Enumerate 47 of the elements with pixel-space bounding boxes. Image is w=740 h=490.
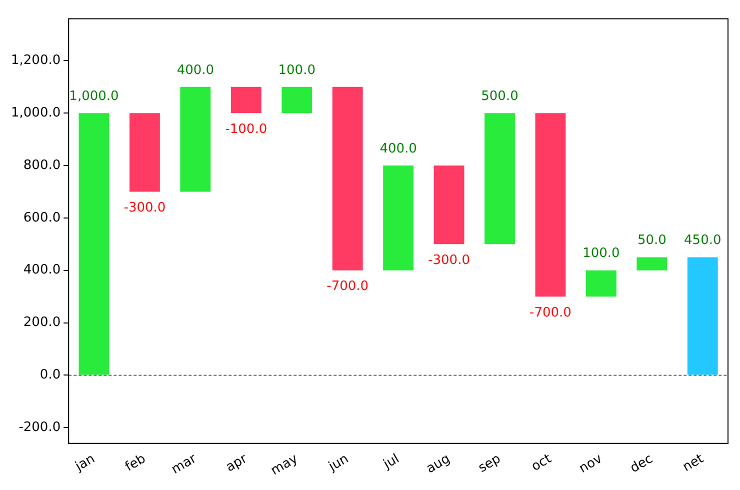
x-tick-label: may	[268, 451, 301, 479]
y-tick-label: 1,200.0	[10, 53, 61, 68]
x-tick-label: aug	[424, 451, 453, 477]
data-label: 50.0	[637, 233, 666, 248]
y-tick-label: 800.0	[23, 158, 61, 173]
data-label: 450.0	[684, 233, 722, 248]
x-tick-label: dec	[628, 451, 656, 476]
x-tick-label: sep	[476, 451, 504, 476]
x-tick-label: net	[680, 451, 706, 476]
data-label: -300.0	[428, 253, 470, 268]
data-label: 500.0	[481, 89, 518, 104]
x-tick-label: oct	[529, 451, 554, 475]
y-tick-label: -200.0	[18, 420, 61, 435]
x-tick-label: jan	[72, 451, 98, 475]
bar	[383, 166, 414, 270]
data-label: 100.0	[278, 62, 316, 78]
bar	[434, 166, 464, 244]
x-tick-label: jul	[380, 451, 402, 473]
bar	[687, 257, 718, 375]
data-label: 400.0	[176, 62, 214, 78]
bar	[535, 113, 566, 297]
bar	[332, 86, 363, 270]
bar	[180, 86, 211, 192]
y-tick-label: 400.0	[23, 262, 61, 278]
data-label: -700.0	[326, 279, 369, 294]
bar	[484, 113, 515, 244]
data-label: -700.0	[530, 305, 572, 320]
x-tick-label: jun	[326, 451, 352, 476]
bar	[586, 270, 616, 297]
bar	[230, 86, 262, 114]
y-tick-label: 200.0	[23, 315, 61, 330]
data-label: 100.0	[582, 246, 620, 262]
y-tick-label: 600.0	[23, 210, 61, 226]
bar	[129, 113, 160, 192]
x-tick-label: nov	[576, 451, 606, 476]
data-label: 400.0	[380, 141, 417, 156]
x-tick-label: apr	[224, 451, 250, 476]
y-tick-label: 0.0	[40, 368, 61, 383]
data-label: -100.0	[225, 122, 268, 138]
x-tick-label: feb	[122, 451, 148, 475]
bar	[636, 257, 668, 270]
data-label: 1,000.0	[69, 89, 119, 104]
bar	[78, 113, 110, 375]
x-tick-label: mar	[169, 451, 200, 478]
data-label: -300.0	[124, 200, 166, 216]
y-tick-label: 1,000.0	[10, 106, 61, 121]
bar	[282, 86, 312, 114]
